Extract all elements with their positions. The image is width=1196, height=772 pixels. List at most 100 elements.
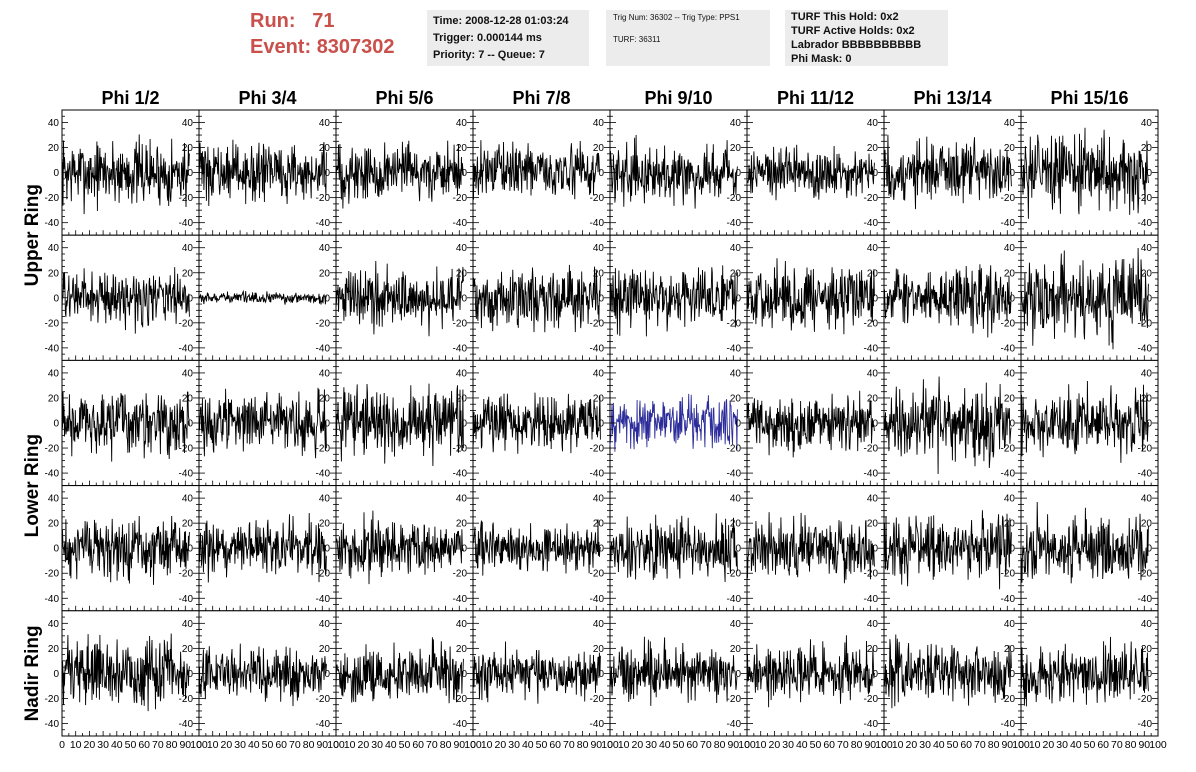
waveform-trace-r3-c5 — [609, 393, 738, 452]
y-tick-label: -20 — [316, 318, 331, 329]
y-tick-label: 0 — [324, 168, 330, 179]
y-tick-label: -40 — [864, 469, 879, 480]
y-tick-label: -40 — [179, 343, 194, 354]
y-tick-label: 20 — [593, 644, 605, 655]
y-tick-label: 20 — [319, 519, 331, 530]
x-tick-label: 70 — [152, 739, 164, 751]
column-title-5: Phi 9/10 — [644, 88, 712, 108]
y-tick-label: -40 — [179, 719, 194, 730]
y-tick-label: -20 — [1138, 193, 1153, 204]
y-tick-label: -20 — [1001, 569, 1016, 580]
y-tick-label: 20 — [1141, 519, 1153, 530]
priority-text: Priority: 7 -- Queue: 7 — [433, 49, 545, 61]
y-tick-label: 0 — [187, 669, 193, 680]
y-tick-label: -20 — [45, 318, 60, 329]
y-tick-label: 40 — [867, 368, 879, 379]
y-tick-label: -20 — [590, 193, 605, 204]
waveform-trace-r1-c6 — [746, 144, 875, 201]
y-tick-label: 0 — [1009, 669, 1015, 680]
y-tick-label: 40 — [182, 243, 194, 254]
panel-frame — [198, 359, 337, 487]
y-tick-label: 40 — [730, 118, 742, 129]
y-tick-label: -20 — [727, 694, 742, 705]
y-tick-label: 40 — [867, 619, 879, 630]
waveform-trace-r2-c1 — [61, 267, 190, 334]
y-tick-label: -40 — [590, 469, 605, 480]
y-tick-label: 0 — [187, 544, 193, 555]
x-tick-label: 100 — [1012, 739, 1030, 751]
y-tick-label: -20 — [453, 444, 468, 455]
y-tick-label: 0 — [1146, 669, 1152, 680]
waveform-trace-r1-c8 — [1020, 127, 1149, 219]
y-tick-label: 20 — [867, 519, 879, 530]
x-tick-label: 40 — [659, 739, 671, 751]
waveform-trace-r1-c1 — [61, 134, 190, 215]
x-tick-label: 60 — [412, 739, 424, 751]
y-tick-label: 0 — [598, 419, 604, 430]
y-tick-label: 0 — [53, 168, 59, 179]
turf-active-text: TURF Active Holds: 0x2 — [791, 25, 915, 37]
column-title-4: Phi 7/8 — [512, 88, 570, 108]
waveform-trace-r3-c2 — [198, 387, 327, 459]
trig-info-box: Trig Num: 36302 -- Trig Type: PPS1 TURF:… — [606, 10, 770, 66]
x-tick-label: 80 — [714, 739, 726, 751]
y-tick-label: -40 — [45, 343, 60, 354]
x-tick-label: 20 — [1043, 739, 1055, 751]
y-tick-label: 40 — [319, 619, 331, 630]
waveform-trace-r5-c3 — [335, 637, 464, 704]
y-tick-label: -20 — [864, 318, 879, 329]
event-value: 8307302 — [316, 36, 395, 58]
waveform-trace-r5-c7 — [883, 634, 1012, 709]
y-tick-label: 0 — [53, 293, 59, 304]
y-tick-label: -20 — [45, 694, 60, 705]
y-tick-label: 40 — [730, 368, 742, 379]
y-tick-label: 0 — [735, 168, 741, 179]
y-tick-label: 0 — [598, 293, 604, 304]
y-tick-label: 40 — [867, 243, 879, 254]
y-tick-label: 20 — [48, 519, 60, 530]
y-tick-label: 0 — [1009, 293, 1015, 304]
y-tick-label: 0 — [1146, 293, 1152, 304]
y-tick-label: -20 — [590, 569, 605, 580]
y-tick-label: 20 — [319, 644, 331, 655]
y-tick-label: 0 — [735, 419, 741, 430]
x-tick-label: 50 — [947, 739, 959, 751]
y-tick-label: 20 — [730, 393, 742, 404]
y-tick-label: 40 — [593, 118, 605, 129]
waveform-trace-r2-c5 — [609, 265, 738, 337]
waveform-trace-r4-c1 — [61, 515, 190, 585]
y-tick-label: 20 — [1004, 143, 1016, 154]
y-tick-label: -40 — [45, 469, 60, 480]
y-tick-label: 20 — [1141, 393, 1153, 404]
y-tick-label: 40 — [182, 494, 194, 505]
y-tick-label: -20 — [1001, 193, 1016, 204]
y-tick-label: 40 — [867, 118, 879, 129]
x-tick-label: 50 — [536, 739, 548, 751]
y-tick-label: 0 — [598, 544, 604, 555]
x-tick-label: 30 — [782, 739, 794, 751]
y-tick-label: 20 — [456, 393, 468, 404]
x-tick-label: 100 — [1149, 739, 1167, 751]
y-tick-label: 0 — [1146, 168, 1152, 179]
y-tick-label: -40 — [453, 218, 468, 229]
phi-mask-text: Phi Mask: 0 — [791, 53, 852, 65]
y-tick-label: 20 — [593, 143, 605, 154]
y-tick-label: -40 — [727, 594, 742, 605]
y-tick-label: -40 — [1138, 469, 1153, 480]
run-value: 71 — [312, 10, 335, 32]
y-tick-label: -40 — [727, 719, 742, 730]
x-tick-label: 70 — [1111, 739, 1123, 751]
waveform-trace-r1-c3 — [335, 140, 464, 209]
waveform-trace-r4-c6 — [746, 512, 875, 584]
y-tick-label: 0 — [461, 293, 467, 304]
y-tick-label: -40 — [1138, 594, 1153, 605]
x-tick-label: 40 — [1070, 739, 1082, 751]
y-tick-label: 40 — [48, 118, 60, 129]
waveform-trace-r5-c2 — [198, 643, 327, 707]
y-tick-label: -20 — [45, 444, 60, 455]
y-tick-label: -40 — [1138, 719, 1153, 730]
run-event-box: Run: 71 Event: 8307302 — [250, 8, 415, 64]
y-tick-label: -40 — [727, 343, 742, 354]
y-tick-label: 0 — [598, 168, 604, 179]
x-tick-label: 80 — [851, 739, 863, 751]
